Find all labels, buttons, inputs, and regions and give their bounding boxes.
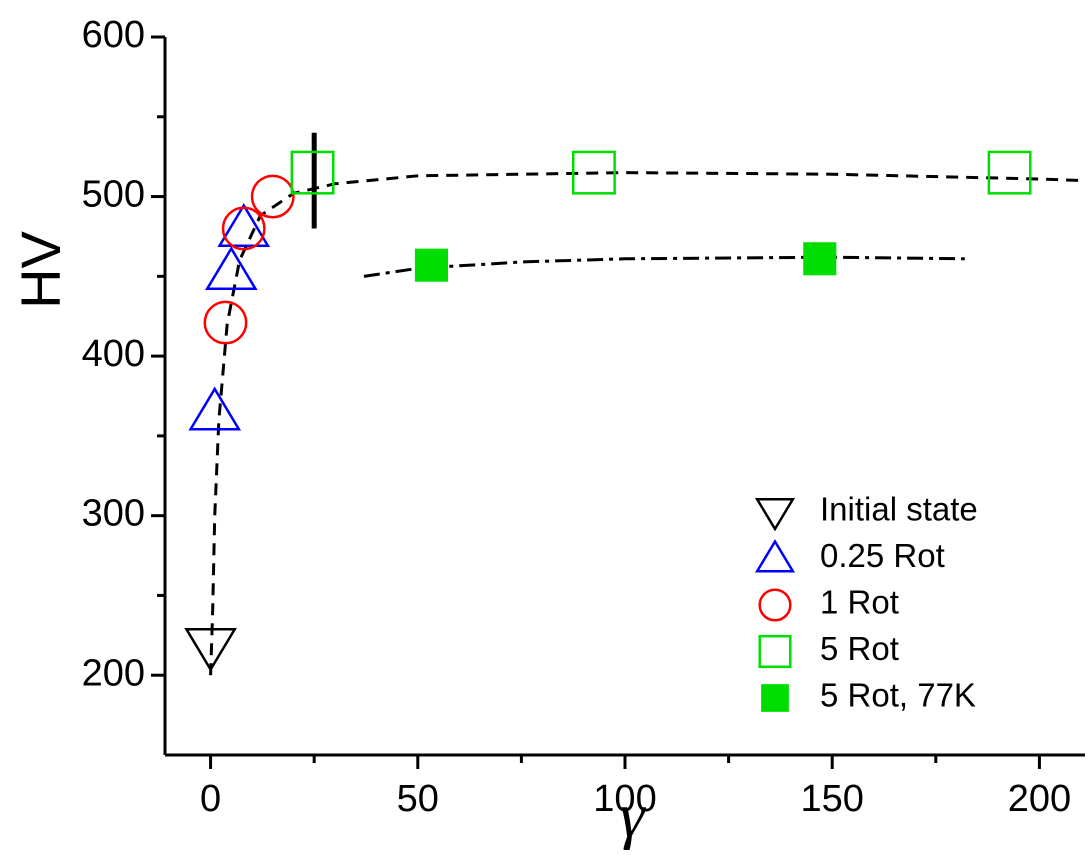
- legend-marker: [758, 634, 792, 669]
- x-tick-label: 50: [397, 778, 439, 820]
- legend-label: Initial state: [820, 491, 978, 528]
- marker: [571, 150, 616, 195]
- x-tick-label: 0: [200, 778, 221, 820]
- marker: [184, 628, 237, 672]
- x-axis-label: γ: [619, 780, 646, 850]
- marker: [217, 203, 271, 247]
- legend-marker: [761, 684, 789, 712]
- y-tick-label: 200: [82, 652, 145, 694]
- marker: [250, 174, 295, 219]
- marker: [803, 242, 837, 276]
- y-tick-label: 400: [82, 333, 145, 375]
- y-tick-label: 500: [82, 174, 145, 216]
- marker: [188, 386, 242, 431]
- x-tick-label: 200: [1008, 778, 1071, 820]
- fit-curve: [209, 171, 1086, 676]
- marker: [204, 246, 258, 291]
- marker: [414, 248, 449, 282]
- legend-marker: [754, 498, 796, 532]
- legend-marker: [754, 539, 796, 573]
- x-tick-label: 150: [801, 778, 864, 820]
- marker: [290, 150, 335, 195]
- y-tick-label: 600: [82, 14, 145, 56]
- legend-label: 1 Rot: [820, 584, 899, 621]
- legend-label: 5 Rot: [820, 630, 899, 667]
- y-axis-label: HV: [9, 230, 72, 308]
- marker: [221, 206, 266, 251]
- legend-label: 5 Rot, 77K: [820, 677, 976, 714]
- fit-curve: [363, 255, 965, 278]
- marker: [203, 300, 248, 345]
- legend-marker: [758, 588, 792, 622]
- marker: [987, 150, 1032, 195]
- x-tick-label: 100: [593, 778, 656, 820]
- legend-label: 0.25 Rot: [820, 537, 945, 574]
- y-tick-label: 300: [82, 493, 145, 535]
- plot-area: [165, 37, 1085, 755]
